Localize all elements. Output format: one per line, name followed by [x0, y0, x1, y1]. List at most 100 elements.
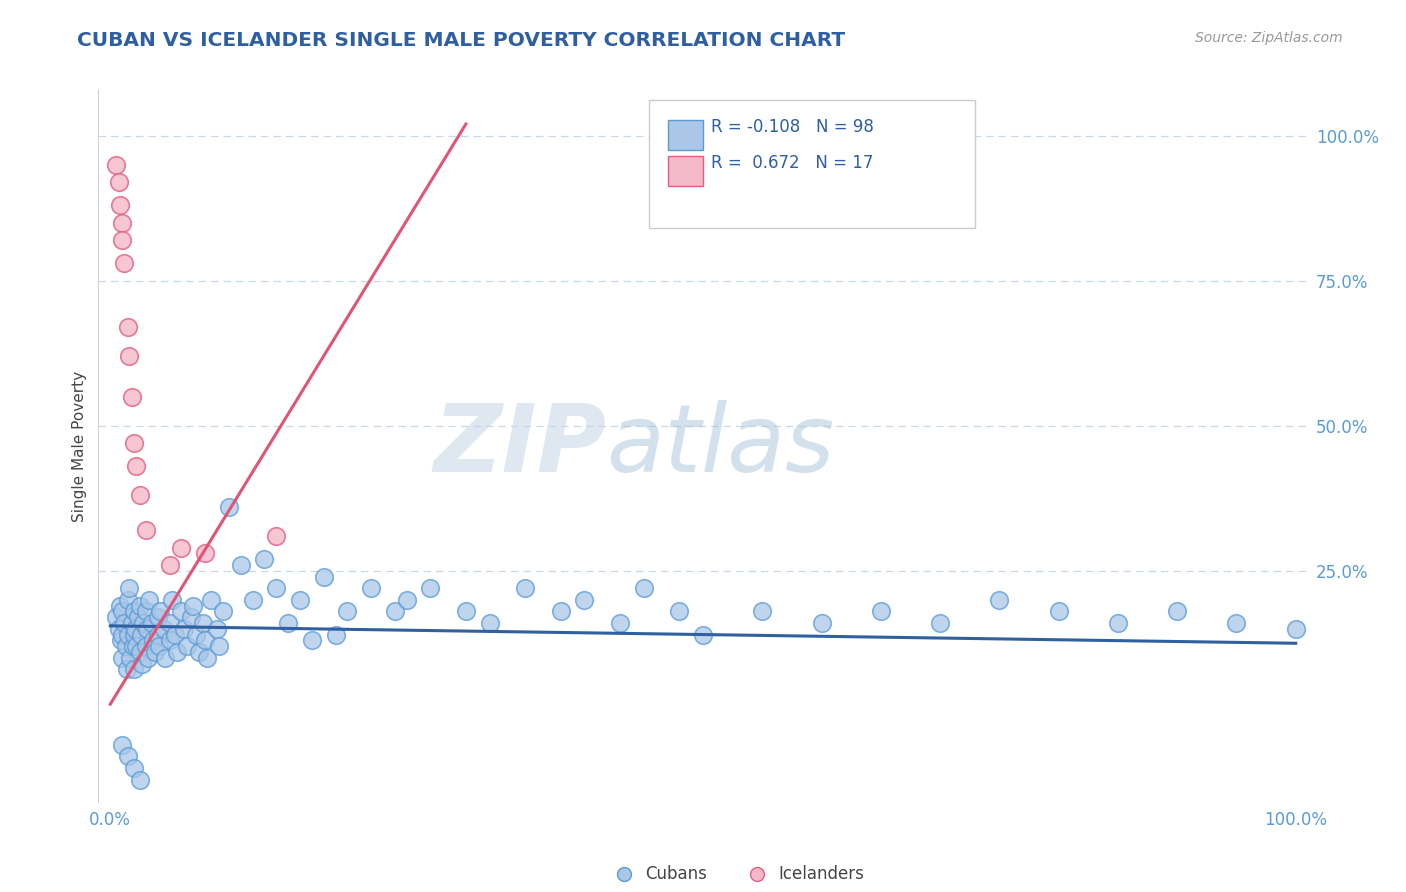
Point	[143, 645, 166, 659]
Point	[869, 604, 891, 618]
Point	[146, 610, 169, 624]
Point	[135, 523, 157, 537]
Point	[122, 761, 145, 775]
Point	[107, 622, 129, 636]
Point	[108, 599, 131, 613]
Text: atlas: atlas	[606, 401, 835, 491]
Point	[110, 633, 132, 648]
Point	[454, 604, 477, 618]
Point	[751, 604, 773, 618]
Point	[218, 500, 240, 514]
Point	[212, 604, 235, 618]
Point	[312, 569, 335, 583]
Point	[111, 650, 134, 665]
Point	[929, 615, 952, 630]
Point	[122, 662, 145, 676]
Point	[288, 592, 311, 607]
Point	[253, 552, 276, 566]
Text: Icelanders: Icelanders	[778, 865, 863, 883]
Point	[124, 622, 146, 636]
Point	[419, 581, 441, 595]
Text: Cubans: Cubans	[645, 865, 707, 883]
Point	[242, 592, 264, 607]
Point	[118, 581, 141, 595]
Point	[125, 459, 148, 474]
Point	[117, 592, 139, 607]
Point	[336, 604, 359, 618]
Point	[277, 615, 299, 630]
Point	[114, 256, 136, 270]
Point	[148, 639, 170, 653]
Point	[121, 390, 143, 404]
Point	[395, 592, 418, 607]
Y-axis label: Single Male Poverty: Single Male Poverty	[72, 370, 87, 522]
Point	[111, 233, 134, 247]
Point	[191, 615, 214, 630]
Point	[105, 610, 128, 624]
Point	[114, 615, 136, 630]
Text: CUBAN VS ICELANDER SINGLE MALE POVERTY CORRELATION CHART: CUBAN VS ICELANDER SINGLE MALE POVERTY C…	[77, 31, 845, 50]
Point	[152, 622, 174, 636]
Point	[205, 622, 228, 636]
Point	[1107, 615, 1129, 630]
Point	[745, 766, 768, 780]
Point	[142, 633, 165, 648]
Point	[153, 650, 176, 665]
Point	[194, 546, 217, 560]
Point	[170, 541, 193, 555]
Point	[609, 615, 631, 630]
Point	[614, 766, 637, 780]
Point	[121, 615, 143, 630]
Point	[184, 627, 207, 641]
Point	[132, 615, 155, 630]
Point	[515, 581, 537, 595]
FancyBboxPatch shape	[648, 100, 976, 228]
Point	[1166, 604, 1188, 618]
Point	[574, 592, 596, 607]
Point	[129, 599, 152, 613]
Point	[633, 581, 655, 595]
Point	[170, 604, 193, 618]
Point	[105, 158, 128, 172]
Point	[131, 657, 153, 671]
Point	[550, 604, 572, 618]
Point	[114, 639, 136, 653]
Point	[692, 627, 714, 641]
Point	[111, 216, 134, 230]
Text: Source: ZipAtlas.com: Source: ZipAtlas.com	[1195, 31, 1343, 45]
Point	[194, 633, 217, 648]
Point	[111, 738, 134, 752]
Point	[1285, 622, 1308, 636]
Point	[159, 558, 181, 572]
Point	[129, 772, 152, 787]
Point	[149, 604, 172, 618]
Point	[122, 604, 145, 618]
Point	[229, 558, 252, 572]
FancyBboxPatch shape	[668, 155, 703, 186]
Point	[159, 633, 181, 648]
Point	[135, 639, 157, 653]
Point	[107, 175, 129, 189]
Point	[188, 645, 211, 659]
Point	[264, 529, 287, 543]
Point	[111, 627, 134, 641]
Point	[810, 615, 832, 630]
Point	[136, 650, 159, 665]
Point	[988, 592, 1011, 607]
Point	[478, 615, 501, 630]
Point	[384, 604, 406, 618]
Point	[117, 320, 139, 334]
Point	[264, 581, 287, 595]
Point	[181, 599, 204, 613]
Point	[1225, 615, 1247, 630]
Point	[117, 627, 139, 641]
Point	[146, 627, 169, 641]
Point	[122, 436, 145, 450]
Point	[173, 622, 195, 636]
Point	[360, 581, 382, 595]
Point	[138, 592, 160, 607]
Point	[122, 627, 145, 641]
Text: R =  0.672   N = 17: R = 0.672 N = 17	[711, 153, 875, 171]
Point	[129, 488, 152, 502]
Point	[1047, 604, 1070, 618]
